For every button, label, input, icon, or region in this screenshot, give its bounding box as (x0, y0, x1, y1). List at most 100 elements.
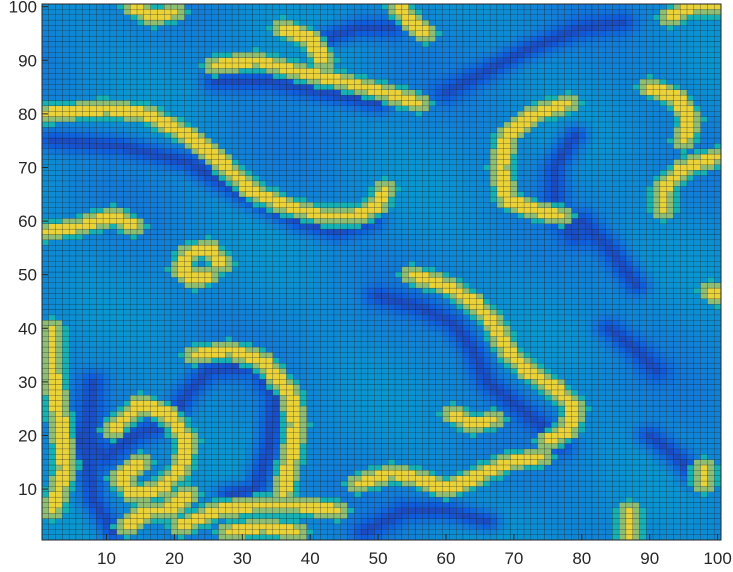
heatmap-cell (449, 507, 457, 514)
heatmap-cell (612, 384, 620, 391)
heatmap-cell (82, 341, 90, 348)
heatmap-cell (164, 325, 172, 332)
heatmap-cell (388, 400, 396, 407)
heatmap-cell (618, 352, 627, 358)
heatmap-cell (530, 421, 538, 428)
heatmap-cell (707, 480, 715, 487)
heatmap-cell (130, 491, 138, 498)
heatmap-cell (476, 486, 484, 492)
heatmap-cell (523, 389, 532, 396)
heatmap-cell (666, 486, 674, 492)
heatmap-cell (442, 287, 450, 294)
heatmap-cell (327, 293, 335, 299)
heatmap-cell (666, 330, 674, 337)
heatmap-cell (632, 389, 640, 396)
heatmap-cell (639, 379, 647, 385)
heatmap-cell (618, 432, 627, 439)
heatmap-cell (496, 507, 504, 514)
heatmap-cell (578, 459, 586, 466)
heatmap-cell (435, 373, 443, 380)
heatmap-cell (659, 459, 667, 466)
heatmap-cell (136, 459, 145, 466)
heatmap-cell (136, 314, 145, 321)
heatmap-cell (367, 513, 375, 519)
heatmap-cell (428, 448, 436, 455)
heatmap-cell (496, 448, 504, 455)
heatmap-cell (333, 298, 341, 305)
heatmap-cell (618, 427, 627, 433)
heatmap-cell (381, 352, 389, 358)
heatmap-cell (238, 346, 246, 353)
heatmap-cell (238, 448, 246, 455)
heatmap-cell (442, 379, 450, 385)
heatmap-cell (544, 454, 552, 460)
heatmap-cell (82, 427, 90, 433)
heatmap-cell (551, 303, 559, 310)
heatmap-cell (503, 405, 511, 412)
heatmap-cell (476, 448, 484, 455)
heatmap-cell (435, 523, 443, 530)
heatmap-cell (313, 470, 321, 476)
heatmap-cell (96, 437, 104, 444)
heatmap-cell (686, 454, 695, 460)
heatmap-cell (136, 325, 145, 332)
heatmap-cell (340, 534, 348, 541)
heatmap-cell (62, 352, 70, 358)
heatmap-cell (693, 277, 701, 283)
heatmap-cell (265, 421, 274, 428)
heatmap-cell (530, 309, 538, 316)
heatmap-cell (41, 352, 49, 358)
heatmap-cell (605, 298, 613, 305)
heatmap-cell (449, 518, 457, 525)
heatmap-cell (530, 293, 538, 299)
heatmap-cell (238, 421, 246, 428)
heatmap-cell (571, 513, 579, 519)
heatmap-cell (422, 448, 430, 455)
heatmap-cell (313, 293, 321, 299)
heatmap-cell (327, 389, 335, 396)
heatmap-cell (510, 448, 518, 455)
heatmap-cell (313, 400, 321, 407)
heatmap-cell (652, 491, 661, 498)
heatmap-cell (102, 384, 111, 391)
heatmap-cell (523, 529, 532, 535)
heatmap-cell (197, 384, 206, 391)
heatmap-cell (245, 341, 253, 348)
heatmap-cell (394, 336, 403, 342)
heatmap-cell (469, 454, 477, 460)
heatmap-cell (639, 271, 647, 278)
heatmap-cell (401, 287, 409, 294)
heatmap-cell (68, 405, 77, 412)
heatmap-cell (618, 271, 627, 278)
heatmap-cell (442, 362, 450, 369)
heatmap-cell (170, 314, 178, 321)
heatmap-cell (259, 362, 267, 369)
heatmap-cell (204, 352, 212, 358)
heatmap-cell (517, 330, 525, 337)
heatmap-cell (96, 341, 104, 348)
heatmap-cell (347, 432, 355, 439)
heatmap-cell (245, 362, 253, 369)
heatmap-cell (571, 282, 579, 289)
heatmap-cell (218, 330, 226, 337)
heatmap-cell (340, 346, 348, 353)
heatmap-cell (374, 384, 382, 391)
heatmap-cell (591, 411, 599, 417)
heatmap-cell (306, 502, 314, 509)
heatmap-cell (293, 384, 301, 391)
heatmap-cell (259, 405, 267, 412)
heatmap-cell (544, 373, 552, 380)
heatmap-cell (279, 448, 287, 455)
heatmap-cell (632, 346, 640, 353)
heatmap-cell (245, 384, 253, 391)
heatmap-cell (652, 496, 661, 503)
heatmap-cell (381, 411, 389, 417)
heatmap-cell (333, 405, 341, 412)
heatmap-cell (428, 298, 436, 305)
heatmap-cell (469, 298, 477, 305)
heatmap-cell (293, 336, 301, 342)
heatmap-cell (109, 389, 117, 396)
heatmap-cell (41, 320, 49, 326)
heatmap-cell (625, 470, 633, 476)
heatmap-cell (306, 496, 314, 503)
